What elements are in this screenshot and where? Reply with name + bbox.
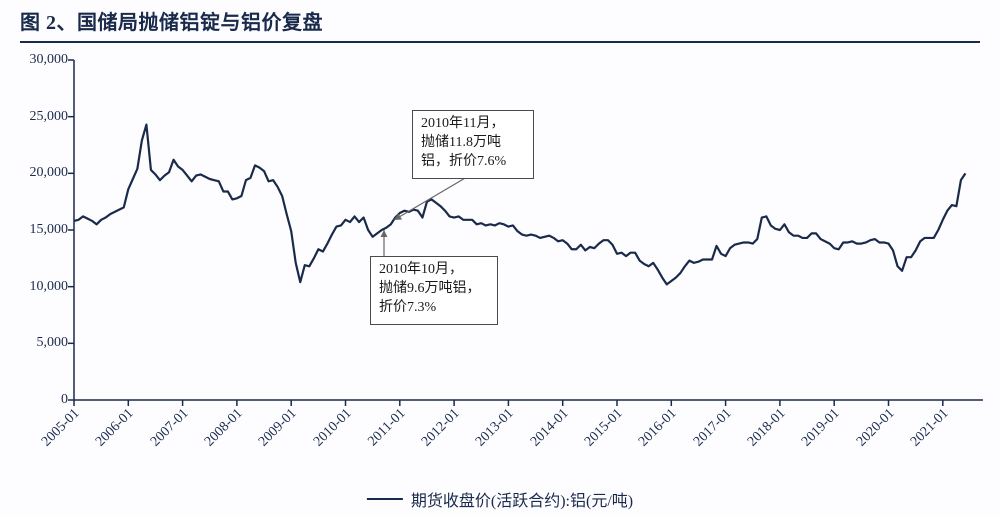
y-tick-label: 10,000	[30, 279, 75, 295]
x-tick-label: 2019-01	[799, 406, 843, 450]
x-tick-label: 2021-01	[908, 406, 952, 450]
y-tick-label: 25,000	[30, 109, 75, 125]
x-tick-label: 2010-01	[310, 406, 354, 450]
x-tick-label: 2008-01	[202, 406, 246, 450]
x-tick-label: 2009-01	[256, 406, 300, 450]
x-tick-label: 2015-01	[582, 406, 626, 450]
x-tick-label: 2013-01	[473, 406, 517, 450]
x-tick-label: 2005-01	[39, 406, 83, 450]
x-tick-label: 2012-01	[419, 406, 463, 450]
figure-container: 图 2、国储局抛储铝锭与铝价复盘 05,00010,00015,00020,00…	[0, 0, 1000, 517]
x-tick-label: 2011-01	[365, 406, 409, 450]
annotation-callout: 2010年11月，抛储11.8万吨铝，折价7.6%	[412, 110, 534, 179]
x-tick-label: 2017-01	[691, 406, 735, 450]
legend-label: 期货收盘价(活跃合约):铝(元/吨)	[411, 487, 633, 511]
title-wrap: 图 2、国储局抛储铝锭与铝价复盘	[20, 6, 980, 43]
x-tick-label: 2014-01	[528, 406, 572, 450]
x-tick-label: 2020-01	[853, 406, 897, 450]
annotation-callout: 2010年10月，抛储9.6万吨铝，折价7.3%	[370, 256, 498, 325]
chart-plot-area: 05,00010,00015,00020,00025,00030,0002005…	[74, 60, 979, 400]
x-tick-label: 2007-01	[148, 406, 192, 450]
x-tick-label: 2016-01	[636, 406, 680, 450]
y-tick-label: 15,000	[30, 222, 75, 238]
annotation-line: 抛储11.8万吨	[421, 134, 525, 153]
annotation-line: 折价7.3%	[379, 299, 489, 318]
x-tick-label: 2018-01	[745, 406, 789, 450]
chart-title: 图 2、国储局抛储铝锭与铝价复盘	[20, 6, 980, 35]
y-tick-label: 20,000	[30, 165, 75, 181]
annotation-line: 铝，折价7.6%	[421, 153, 525, 172]
chart-legend: 期货收盘价(活跃合约):铝(元/吨)	[367, 487, 633, 511]
annotation-line: 2010年10月，	[379, 261, 489, 280]
annotation-line: 抛储9.6万吨铝，	[379, 280, 489, 299]
annotation-arrow	[394, 174, 472, 220]
x-tick-label: 2006-01	[93, 406, 137, 450]
legend-line-swatch	[367, 498, 403, 500]
annotation-line: 2010年11月，	[421, 115, 525, 134]
y-tick-label: 30,000	[30, 52, 75, 68]
